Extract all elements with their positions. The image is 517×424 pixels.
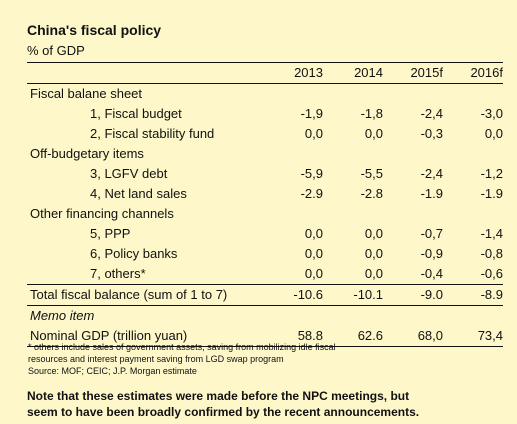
value-cell: -1,2 (480, 166, 503, 181)
table-row: 4, Net land sales -2.9 -2.8 -1.9 -1.9 (27, 184, 503, 204)
value-cell: -3,0 (480, 106, 503, 121)
value-cell: -0,4 (420, 266, 443, 281)
table-row: Fiscal balane sheet (27, 84, 503, 105)
value-cell: -8.9 (443, 284, 503, 306)
note: Note that these estimates were made befo… (27, 388, 507, 420)
value-cell: -2,4 (420, 106, 443, 121)
value-cell (443, 306, 503, 327)
value-cell: 68,0 (383, 326, 443, 347)
value-cell: -9.0 (383, 284, 443, 306)
value-cell (383, 204, 443, 224)
value-cell: -0,3 (420, 126, 443, 141)
row-label: Other financing channels (30, 206, 174, 221)
column-header: 2015f (383, 62, 443, 84)
value-cell: -2.9 (300, 186, 323, 201)
value-cell: -0,9 (420, 246, 443, 261)
table-subtitle: % of GDP (27, 43, 85, 58)
value-cell: -2,4 (420, 166, 443, 181)
footnote-line: * others include sales of government ass… (28, 342, 336, 352)
table-row: 1, Fiscal budget -1,9 -1,8 -2,4 -3,0 (27, 104, 503, 124)
value-cell (323, 84, 383, 105)
value-cell: -1,8 (360, 106, 383, 121)
row-label: 6, Policy banks (90, 246, 178, 261)
value-cell (263, 204, 323, 224)
value-cell: -0,8 (480, 246, 503, 261)
value-cell: -0,6 (480, 266, 503, 281)
column-header: 2014 (323, 62, 383, 84)
value-cell: -2.8 (360, 186, 383, 201)
value-cell (323, 144, 383, 164)
row-label: 4, Net land sales (90, 186, 187, 201)
table-row: Memo item (27, 306, 503, 327)
value-cell: -1.9 (480, 186, 503, 201)
table-row: 7, others* 0,0 0,0 -0,4 -0,6 (27, 264, 503, 285)
value-cell: -1,4 (480, 226, 503, 241)
table-row: Nominal GDP (trillion yuan) 58.8 62.6 68,0 7… (27, 326, 503, 347)
row-label: 7, others* (90, 266, 146, 281)
value-cell: 0,0 (484, 126, 503, 141)
header-row: 2013 2014 2015f 2016f (27, 62, 503, 84)
value-cell (443, 84, 503, 105)
table-row: 3, LGFV debt -5,9 -5,5 -2,4 -1,2 (27, 164, 503, 184)
value-cell: 62.6 (323, 326, 383, 347)
table-row: Total fiscal balance (sum of 1 to 7) -10.… (27, 284, 503, 306)
value-cell (443, 204, 503, 224)
row-label: 2, Fiscal stability fund (90, 126, 215, 141)
note-line: seem to have been broadly confirmed by t… (27, 405, 420, 419)
value-cell: 0,0 (304, 126, 323, 141)
value-cell (263, 144, 323, 164)
row-label: 1, Fiscal budget (90, 106, 182, 121)
value-cell: 58.8 (263, 326, 323, 347)
value-cell: 0,0 (364, 126, 383, 141)
value-cell (323, 306, 383, 327)
note-line: Note that these estimates were made befo… (27, 389, 410, 403)
value-cell: -5,9 (300, 166, 323, 181)
value-cell: 0,0 (304, 246, 323, 261)
source-line: Source: MOF; CEIC; J.P. Morgan estimate (28, 366, 197, 376)
column-header: 2016f (443, 62, 503, 84)
value-cell: -10.6 (263, 284, 323, 306)
header-label-cell (27, 62, 263, 84)
table-title: China's fiscal policy (27, 22, 162, 38)
value-cell: -5,5 (360, 166, 383, 181)
row-label: 5, PPP (90, 226, 131, 241)
fiscal-table: 2013 2014 2015f 2016f Fiscal balane shee… (27, 62, 503, 347)
value-cell: -0,7 (420, 226, 443, 241)
value-cell: 0,0 (364, 246, 383, 261)
value-cell (323, 204, 383, 224)
table-row: 6, Policy banks 0,0 0,0 -0,9 -0,8 (27, 244, 503, 264)
value-cell: -10.1 (323, 284, 383, 306)
row-label: Memo item (30, 308, 95, 323)
value-cell (383, 306, 443, 327)
footnote-line: resources and interest payment saving fr… (28, 354, 284, 364)
column-header: 2013 (263, 62, 323, 84)
value-cell: 0,0 (304, 266, 323, 281)
row-label: 3, LGFV debt (90, 166, 168, 181)
value-cell (443, 144, 503, 164)
value-cell: 73,4 (443, 326, 503, 347)
value-cell: 0,0 (304, 226, 323, 241)
row-label: Fiscal balane sheet (30, 86, 143, 101)
table-row: Other financing channels (27, 204, 503, 224)
row-label: Total fiscal balance (sum of 1 to 7) (27, 284, 263, 306)
value-cell (383, 84, 443, 105)
value-cell: 0,0 (364, 266, 383, 281)
table-row: 5, PPP 0,0 0,0 -0,7 -1,4 (27, 224, 503, 244)
value-cell (263, 306, 323, 327)
value-cell: -1.9 (420, 186, 443, 201)
table-body: Fiscal balane sheet 1, Fiscal budget -1,9 -… (27, 84, 503, 347)
value-cell: 0,0 (364, 226, 383, 241)
row-label: Off-budgetary items (30, 146, 144, 161)
row-label: Nominal GDP (trillion yuan) (27, 326, 263, 347)
table-row: Off-budgetary items (27, 144, 503, 164)
table-row: 2, Fiscal stability fund 0,0 0,0 -0,3 0,0 (27, 124, 503, 144)
value-cell (263, 84, 323, 105)
footnote: * others include sales of government ass… (28, 341, 408, 377)
value-cell (383, 144, 443, 164)
value-cell: -1,9 (300, 106, 323, 121)
